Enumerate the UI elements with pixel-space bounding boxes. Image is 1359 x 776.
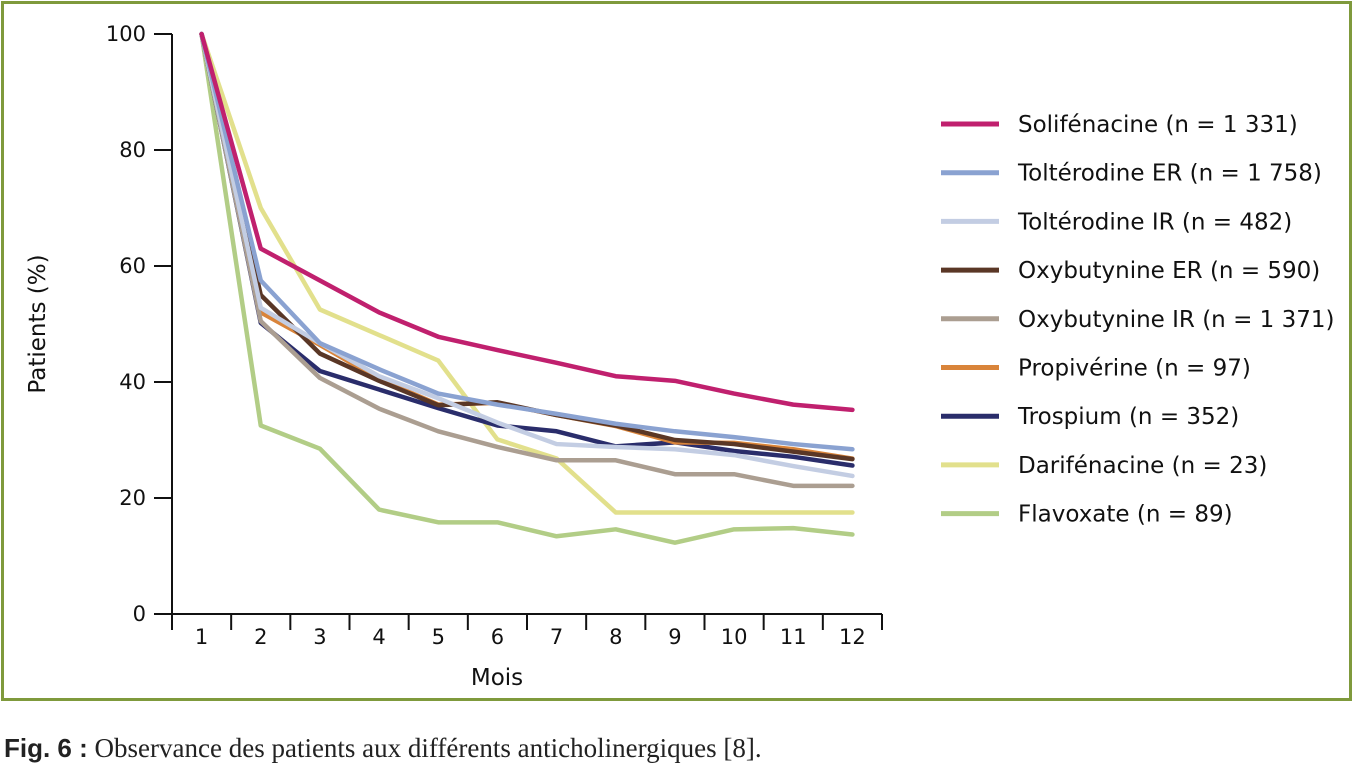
x-tick-label: 6 <box>491 625 504 649</box>
y-tick-label: 100 <box>106 22 146 46</box>
series-line <box>199 31 855 461</box>
legend-label: Trospium (n = 352) <box>1017 404 1239 430</box>
x-tick-label: 10 <box>721 625 748 649</box>
legend-label: Solifénacine (n = 1 331) <box>1018 112 1298 138</box>
x-tick-label: 3 <box>313 625 326 649</box>
x-axis-title: Mois <box>471 665 523 691</box>
y-tick-label: 20 <box>119 486 146 510</box>
x-tick-label: 11 <box>780 625 807 649</box>
legend-label: Flavoxate (n = 89) <box>1018 502 1233 528</box>
legend-label: Propivérine (n = 97) <box>1018 356 1251 382</box>
x-tick-label: 2 <box>254 625 267 649</box>
legend-label: Oxybutynine ER (n = 590) <box>1018 258 1320 284</box>
y-tick-label: 80 <box>119 138 146 162</box>
x-tick-label: 8 <box>609 625 622 649</box>
figure-caption: Fig. 6 : Observance des patients aux dif… <box>4 733 762 764</box>
series-line <box>199 31 855 479</box>
series-line <box>199 31 855 515</box>
x-tick-label: 9 <box>668 625 681 649</box>
figure-frame <box>1 1 1352 701</box>
y-tick-label: 40 <box>119 370 146 394</box>
x-tick-label: 1 <box>195 625 208 649</box>
legend-label: Darifénacine (n = 23) <box>1018 453 1267 479</box>
y-axis-title: Patients (%) <box>25 254 51 393</box>
y-tick-label: 0 <box>133 602 146 626</box>
x-tick-label: 12 <box>839 625 866 649</box>
series-layer <box>199 31 855 545</box>
caption-text: Observance des patients aux différents a… <box>94 733 762 763</box>
legend-label: Toltérodine ER (n = 1 758) <box>1017 161 1322 187</box>
legend-label: Oxybutynine IR (n = 1 371) <box>1018 307 1334 333</box>
x-tick-label: 4 <box>372 625 385 649</box>
series-line <box>199 31 855 468</box>
series-line <box>199 31 855 413</box>
x-tick-label: 5 <box>432 625 445 649</box>
legend-label: Toltérodine IR (n = 482) <box>1017 209 1292 235</box>
series-line <box>199 31 855 545</box>
caption-prefix: Fig. 6 : <box>4 733 88 763</box>
chart-legend: Solifénacine (n = 1 331) Toltérodine ER (… <box>941 112 1334 528</box>
y-tick-label: 60 <box>119 254 146 278</box>
x-tick-label: 7 <box>550 625 563 649</box>
series-line <box>199 31 855 452</box>
series-line <box>199 31 855 489</box>
